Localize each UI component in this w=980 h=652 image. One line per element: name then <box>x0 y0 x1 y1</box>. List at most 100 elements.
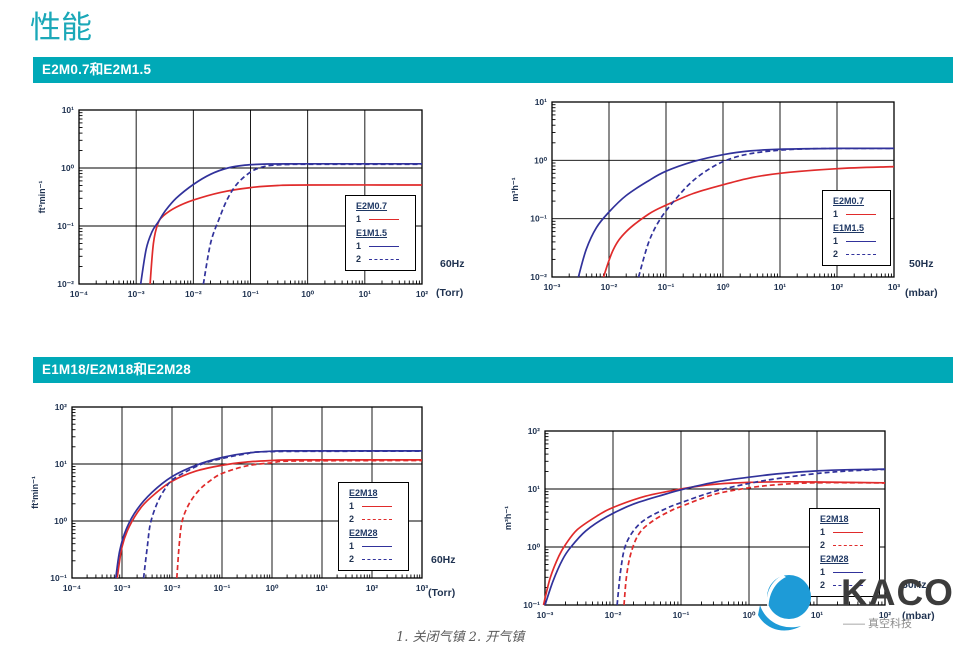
svg-text:10¹: 10¹ <box>316 583 328 593</box>
legend-entry: 2 <box>349 554 401 564</box>
svg-text:10⁻²: 10⁻² <box>57 279 74 289</box>
svg-text:10⁻²: 10⁻² <box>605 610 622 620</box>
x-unit-label: (Torr) <box>428 587 456 599</box>
svg-text:10⁻³: 10⁻³ <box>544 282 561 292</box>
legend-entry-label: 2 <box>349 554 355 564</box>
legend-entry: 2 <box>349 514 401 524</box>
legend-entry: 2 <box>356 254 408 264</box>
legend-line-sample <box>833 544 864 546</box>
legend-entry-label: 1 <box>349 541 355 551</box>
svg-text:10⁰: 10⁰ <box>717 282 730 292</box>
legend-line-sample <box>362 505 393 507</box>
legend-line-sample <box>833 571 864 573</box>
svg-text:10⁻⁴: 10⁻⁴ <box>70 289 88 299</box>
chart-legend: E2M0.7 1 E1M1.5 1 2 <box>345 195 416 271</box>
svg-text:10¹: 10¹ <box>774 282 786 292</box>
svg-text:10²: 10² <box>416 289 428 299</box>
svg-text:10²: 10² <box>366 583 378 593</box>
svg-text:10⁻¹: 10⁻¹ <box>530 214 547 224</box>
svg-text:10⁻²: 10⁻² <box>164 583 181 593</box>
svg-text:10³: 10³ <box>888 282 900 292</box>
pump-speed-chart-mbar-large: 10⁻³ 10⁻² 10⁻¹ 10⁰ 10¹ 10² 10⁻¹ 10⁰ 10¹ 10² m³h⁻¹ <box>503 426 891 620</box>
pump-speed-chart-torr-small: 10⁻⁴ 10⁻³ 10⁻² 10⁻¹ 10⁰ 10¹ 10² 10⁻² 10⁻¹ 10⁰ 10¹ f… <box>37 105 428 299</box>
legend-line-sample <box>833 531 864 533</box>
legend-entry: 2 <box>820 540 872 550</box>
legend-entry-label: 2 <box>820 540 826 550</box>
svg-text:10²: 10² <box>55 402 67 412</box>
legend-line-sample <box>846 240 877 242</box>
svg-text:10⁻³: 10⁻³ <box>537 610 554 620</box>
svg-text:10²: 10² <box>528 426 540 436</box>
svg-text:10⁻¹: 10⁻¹ <box>50 573 67 583</box>
svg-text:10²: 10² <box>879 610 891 620</box>
svg-text:m³h⁻¹: m³h⁻¹ <box>510 177 520 201</box>
svg-text:10⁰: 10⁰ <box>534 155 547 165</box>
svg-text:10⁻²: 10⁻² <box>185 289 202 299</box>
legend-entry-label: 2 <box>833 249 839 259</box>
legend-entry-label: 1 <box>356 241 362 251</box>
legend-line-sample <box>369 218 400 220</box>
svg-text:10⁻¹: 10⁻¹ <box>673 610 690 620</box>
svg-text:10⁻³: 10⁻³ <box>128 289 145 299</box>
legend-line-sample <box>362 558 393 560</box>
legend-entry-label: 1 <box>833 209 839 219</box>
legend-entry: 1 <box>349 501 401 511</box>
legend-entry-label: 2 <box>820 580 826 590</box>
svg-text:10¹: 10¹ <box>811 610 823 620</box>
legend-entry-label: 1 <box>820 527 826 537</box>
legend-group-title: E2M28 <box>349 528 378 538</box>
frequency-label: 60Hz <box>440 258 465 270</box>
svg-text:10⁻²: 10⁻² <box>601 282 618 292</box>
legend-entry-label: 1 <box>833 236 839 246</box>
legend-group-title: E1M1.5 <box>356 228 388 238</box>
legend-entry-label: 1 <box>356 214 362 224</box>
kaco-logo-ball-icon <box>758 575 811 631</box>
svg-text:10⁻¹: 10⁻¹ <box>658 282 675 292</box>
svg-text:ft³min⁻¹: ft³min⁻¹ <box>37 181 47 214</box>
svg-text:10⁻³: 10⁻³ <box>114 583 131 593</box>
legend-entry: 2 <box>833 249 883 259</box>
legend-entry: 1 <box>356 214 408 224</box>
legend-entry-label: 1 <box>349 501 355 511</box>
chart-legend: E2M0.7 1 E1M1.5 1 2 <box>822 190 891 266</box>
legend-group-title: E2M28 <box>820 554 849 564</box>
kaco-logo-text: KACO <box>841 572 954 613</box>
section-banner-label: E1M18/E2M18和E2M28 <box>42 362 191 377</box>
frequency-label: 50Hz <box>902 579 927 591</box>
svg-text:10¹: 10¹ <box>535 97 547 107</box>
svg-text:10⁰: 10⁰ <box>527 542 540 552</box>
chart-legend: E2M18 1 2 E2M28 1 2 <box>338 482 409 571</box>
svg-text:10⁻¹: 10⁻¹ <box>242 289 259 299</box>
frequency-label: 50Hz <box>909 258 934 270</box>
svg-text:10⁻¹: 10⁻¹ <box>214 583 231 593</box>
svg-text:10⁰: 10⁰ <box>301 289 314 299</box>
legend-entry: 1 <box>820 567 872 577</box>
legend-entry: 1 <box>833 236 883 246</box>
legend-line-sample <box>362 545 393 547</box>
legend-entry-label: 2 <box>356 254 362 264</box>
page-title: 性能 <box>30 10 92 46</box>
legend-line-sample <box>369 258 400 260</box>
legend-line-sample <box>369 245 400 247</box>
gas-ballast-caption: 1. 关闭气镇 2. 开气镇 <box>396 630 525 645</box>
legend-group-title: E1M1.5 <box>833 223 865 233</box>
legend-entry: 1 <box>820 527 872 537</box>
legend-line-sample <box>846 213 877 215</box>
pump-speed-chart-mbar-small: 10⁻³ 10⁻² 10⁻¹ 10⁰ 10¹ 10² 10³10⁻²10⁻¹10⁰10¹m³… <box>510 97 900 292</box>
x-unit-label: (mbar) <box>905 287 938 299</box>
svg-text:10¹: 10¹ <box>62 105 74 115</box>
legend-group-title: E2M0.7 <box>833 196 865 206</box>
svg-text:10²: 10² <box>831 282 843 292</box>
svg-text:10⁻¹: 10⁻¹ <box>57 221 74 231</box>
svg-text:10⁰: 10⁰ <box>743 610 756 620</box>
kaco-logo-subtext: —— 真空科技 <box>843 618 913 630</box>
legend-entry: 1 <box>356 241 408 251</box>
svg-text:m³h⁻¹: m³h⁻¹ <box>503 506 513 530</box>
section-banner-label: E2M0.7和E2M1.5 <box>42 62 152 77</box>
pump-speed-chart-torr-large: 10⁻⁴ 10⁻³ 10⁻² 10⁻¹ 10⁰ 10¹ 10² 10³ 10⁻¹ 10⁰ 10¹ 10… <box>30 402 428 593</box>
x-unit-label: (Torr) <box>436 287 464 299</box>
svg-text:ft³min⁻¹: ft³min⁻¹ <box>30 476 40 509</box>
legend-group-title: E2M18 <box>349 488 378 498</box>
svg-text:10⁰: 10⁰ <box>54 516 67 526</box>
